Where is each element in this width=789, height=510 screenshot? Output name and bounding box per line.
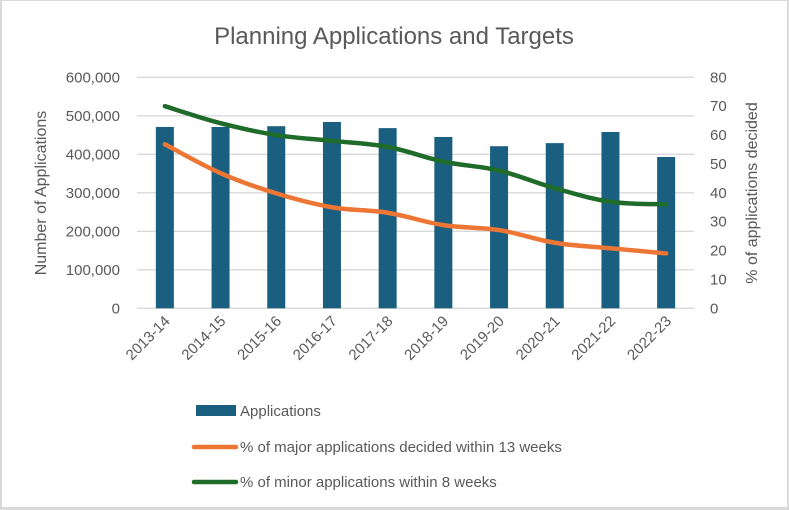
bar [657, 156, 676, 309]
x-tick-label: 2017-18 [346, 313, 397, 364]
left-axis-ticks: 0 100,000 200,000 300,000 400,000 500,000 600,… [66, 69, 120, 317]
bar [211, 126, 230, 309]
y-axis-label: Number of Applications [33, 111, 50, 276]
bar [490, 146, 509, 309]
y2-tick-label: 40 [710, 185, 727, 202]
x-tick-label: 2013-14 [123, 313, 174, 364]
line-series [162, 103, 669, 256]
y2-tick-label: 50 [710, 156, 727, 173]
bar [322, 121, 341, 309]
y2-tick-label: 0 [710, 300, 718, 317]
y-tick-label: 0 [112, 300, 120, 317]
y-tick-label: 200,000 [66, 223, 120, 240]
legend-label: % of major applications decided within 1… [240, 439, 562, 456]
bar [267, 126, 286, 309]
bar [378, 128, 397, 309]
y2-tick-label: 70 [710, 98, 727, 115]
bar [601, 131, 620, 309]
y-tick-label: 500,000 [66, 108, 120, 125]
x-tick-label: 2018-19 [401, 313, 452, 364]
y2-tick-label: 10 [710, 271, 727, 288]
x-tick-label: 2016-17 [290, 313, 341, 364]
legend-label: % of minor applications within 8 weeks [240, 474, 497, 491]
y-tick-label: 600,000 [66, 69, 120, 86]
bar [155, 126, 174, 309]
y2-tick-label: 30 [710, 214, 727, 231]
y-tick-label: 100,000 [66, 262, 120, 279]
y-tick-label: 300,000 [66, 185, 120, 202]
legend-label: Applications [240, 403, 321, 420]
right-axis-ticks: 0 10 20 30 40 50 60 70 80 [710, 69, 727, 317]
x-tick-label: 2015-16 [234, 313, 285, 364]
x-tick-label: 2022-23 [624, 313, 675, 364]
legend-swatch-bar [196, 405, 236, 416]
y2-axis-label: % of applications decided [744, 102, 761, 283]
line-major [162, 142, 669, 256]
bar-series [155, 121, 676, 309]
chart-title: Planning Applications and Targets [214, 23, 574, 50]
bar [545, 143, 564, 309]
line-minor [162, 103, 669, 207]
y-tick-label: 400,000 [66, 146, 120, 163]
x-axis-ticks: 2013-14 2014-15 2015-16 2016-17 2017-18 2018-… [123, 313, 675, 364]
x-tick-label: 2021-22 [568, 313, 619, 364]
x-tick-label: 2020-21 [513, 313, 564, 364]
bar [434, 136, 453, 309]
x-tick-label: 2019-20 [457, 313, 508, 364]
x-tick-label: 2014-15 [178, 313, 229, 364]
legend: Applications % of major applications deci… [191, 403, 562, 491]
y2-tick-label: 80 [710, 69, 727, 86]
y2-tick-label: 20 [710, 243, 727, 260]
y2-tick-label: 60 [710, 127, 727, 144]
